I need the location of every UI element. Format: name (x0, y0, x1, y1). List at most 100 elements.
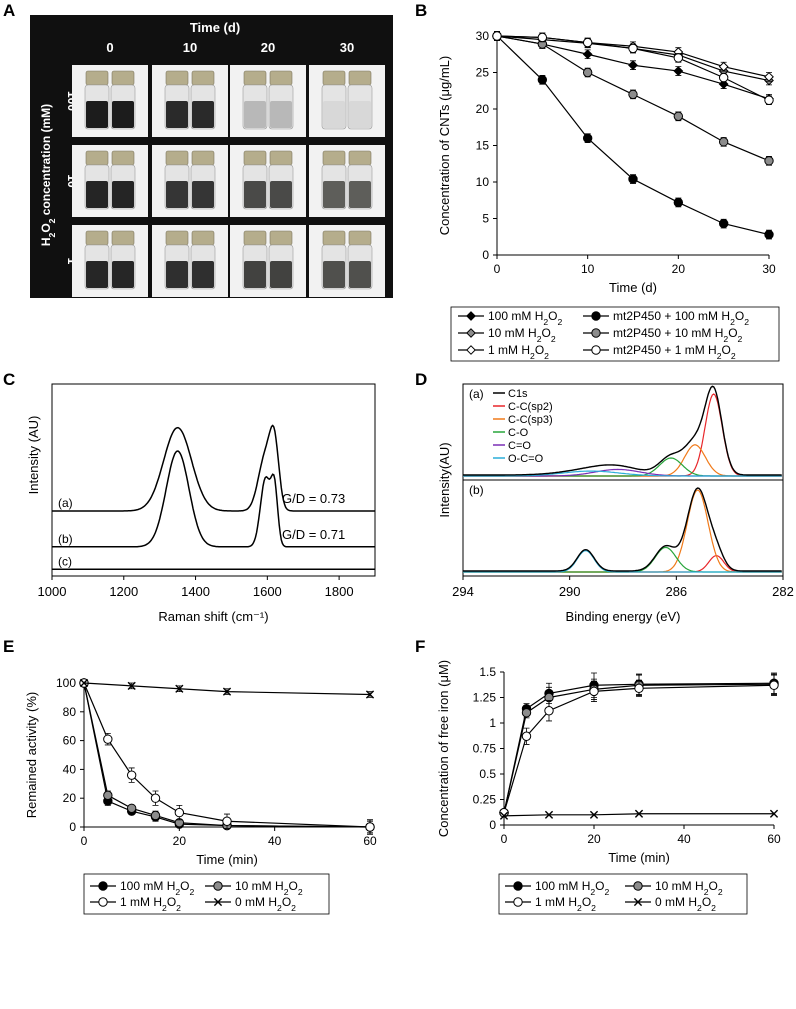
photo-title: Time (d) (190, 20, 240, 35)
legend-label: C-C(sp3) (508, 414, 553, 426)
data-point (175, 684, 184, 693)
x-tick-label: 60 (767, 832, 781, 846)
legend-frame (83, 873, 330, 915)
legend-f: 100 mM H2O2 10 mM H2O2 1 mM H2O2 0 mM H2O2 (498, 873, 748, 915)
vial-liquid (86, 101, 108, 128)
data-point (764, 71, 774, 82)
y-tick-label: 30 (476, 29, 490, 43)
vial-liquid (112, 261, 134, 288)
series (79, 678, 375, 835)
series-line (503, 682, 775, 813)
c1s-envelope (463, 487, 782, 572)
vial-cap (348, 230, 372, 246)
day-label: 0 (106, 40, 113, 55)
photo-cell-bg (309, 225, 385, 297)
x-tick-label: 0 (81, 834, 88, 848)
spectrum-label: (a) (58, 496, 73, 510)
chart-f: 0 0.25 0.5 0.75 1 1.25 1.5 0 20 40 60 Time (min) Con… (436, 660, 781, 865)
data-point (628, 174, 638, 184)
vial-liquid (349, 101, 371, 128)
data-point (174, 807, 185, 818)
series (492, 31, 774, 106)
series-line (83, 682, 371, 828)
vial-cap (111, 230, 135, 246)
vial-cap (269, 70, 293, 86)
plot-frame (51, 383, 376, 577)
x-tick-label: 294 (452, 584, 474, 599)
y-tick-label: 60 (63, 734, 77, 748)
vial-liquid (323, 101, 345, 128)
legend-label: C1s (508, 388, 528, 400)
vial-cap (322, 70, 346, 86)
y-tick-label: 0 (482, 248, 489, 262)
vial-liquid (244, 261, 266, 288)
data-point (537, 32, 548, 43)
vial-cap (243, 70, 267, 86)
vial-liquid (270, 261, 292, 288)
vial-cap (111, 150, 135, 166)
data-point (79, 678, 89, 688)
data-point (718, 61, 729, 72)
data-point (544, 810, 554, 819)
photo-cell-bg (72, 145, 148, 217)
legend-b: 100 mM H2O2 mt2P450 + 100 mM H2O2 10 mM H2… (450, 306, 780, 362)
vial-cap (165, 70, 189, 86)
legend-frame (450, 306, 780, 362)
vial-cap (85, 150, 109, 166)
x-tick-label: 20 (587, 832, 601, 846)
x-tick-label: 40 (268, 834, 282, 848)
xps-subpanel: (a) (463, 385, 782, 477)
panel-label-e: E (3, 637, 14, 656)
data-point (628, 60, 638, 71)
data-point (673, 53, 684, 63)
legend-label: C-C(sp2) (508, 401, 553, 413)
data-point (582, 37, 593, 48)
y-tick-label: 0 (489, 818, 496, 832)
vial-liquid (112, 181, 134, 208)
data-point (150, 810, 161, 821)
legend-marker (591, 311, 601, 321)
y-tick-label: 40 (63, 762, 77, 776)
vial-photo (72, 65, 148, 137)
legend-marker (633, 881, 643, 891)
photo-cell-bg (72, 65, 148, 137)
data-point (537, 75, 548, 85)
panel-label-c: C (3, 370, 15, 389)
vial-cap (322, 150, 346, 166)
legend-marker (466, 345, 476, 355)
vial-photo (230, 65, 306, 137)
vial-liquid (244, 101, 266, 128)
x-tick-label: 0 (501, 832, 508, 846)
legend-marker (213, 897, 223, 907)
vial-liquid (192, 261, 214, 288)
vial-photo (309, 65, 385, 137)
legend-marker (466, 311, 476, 321)
data-point (628, 89, 638, 100)
data-point (582, 133, 593, 143)
spectrum-label: (c) (58, 554, 72, 568)
vial-cap (191, 150, 215, 166)
photo-cell-bg (152, 225, 228, 297)
y-axis-label: Remained activity (%) (24, 692, 39, 818)
panel-label-a: A (3, 1, 15, 20)
series (79, 678, 375, 834)
x-tick-label: 20 (672, 262, 686, 276)
x-axis-label: Time (min) (608, 850, 670, 865)
vial-photo (152, 145, 228, 217)
vial-cap (85, 230, 109, 246)
x-axis-label: Raman shift (cm⁻¹) (158, 609, 268, 624)
chart-d: 294 290 286 282 Binding energy (eV) Intensity… (437, 383, 794, 624)
vial-liquid (86, 261, 108, 288)
photo-cell-bg (230, 225, 306, 297)
data-point (365, 690, 375, 699)
series-line (503, 684, 775, 813)
x-tick-label: 290 (559, 584, 581, 599)
data-point (521, 731, 532, 741)
y-tick-label: 20 (63, 791, 77, 805)
data-point (127, 681, 136, 690)
legend-label: 10 mM H2O2 (235, 879, 303, 897)
data-point (222, 687, 232, 696)
chart-b: 0 5 10 15 20 25 30 0 10 20 30 Time (d) Concentration… (437, 29, 776, 295)
